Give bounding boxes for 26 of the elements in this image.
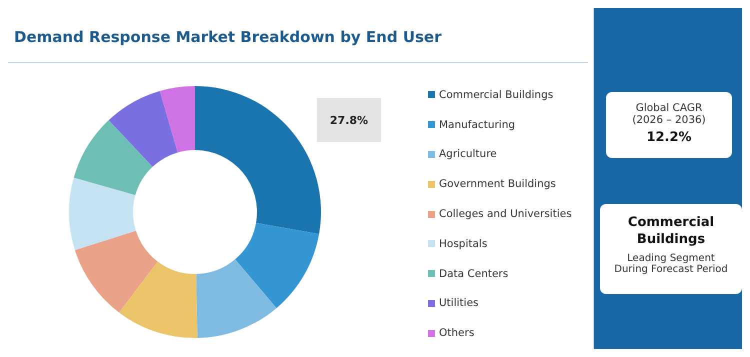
text: During Forecast Period: [613, 264, 729, 275]
text: Global CAGR: [634, 102, 704, 114]
legend-label: Others: [438, 326, 476, 342]
legend-label: Data Centers: [438, 266, 510, 282]
legend-label: Manufacturing: [438, 118, 516, 133]
donut-slice: [195, 86, 321, 234]
donut-slice: [196, 259, 277, 338]
legend-label: Agriculture: [438, 147, 498, 162]
text: Commercial Buildings: [626, 214, 716, 248]
chart-title: Demand Response Market Breakdown by End User: [14, 28, 442, 46]
donut-slice: [119, 261, 198, 338]
donut-slice: [74, 230, 158, 313]
text: (2026 – 2036): [631, 114, 707, 126]
donut-slice: [69, 178, 136, 250]
donut-slice: [108, 91, 178, 167]
legend-label: Government Buildings: [438, 177, 557, 192]
text: 12.2%: [645, 130, 693, 145]
legend-label: Hospitals: [438, 236, 488, 252]
donut-slice: [74, 120, 153, 196]
legend-label: Utilities: [438, 296, 480, 312]
donut-slice: [160, 86, 195, 152]
legend-label: Commercial Buildings: [438, 88, 554, 103]
data-label: 27.8%: [317, 98, 381, 142]
legend-label: Colleges and Universities: [438, 207, 572, 222]
donut-slice: [235, 222, 320, 308]
text: Leading Segment: [627, 253, 715, 264]
